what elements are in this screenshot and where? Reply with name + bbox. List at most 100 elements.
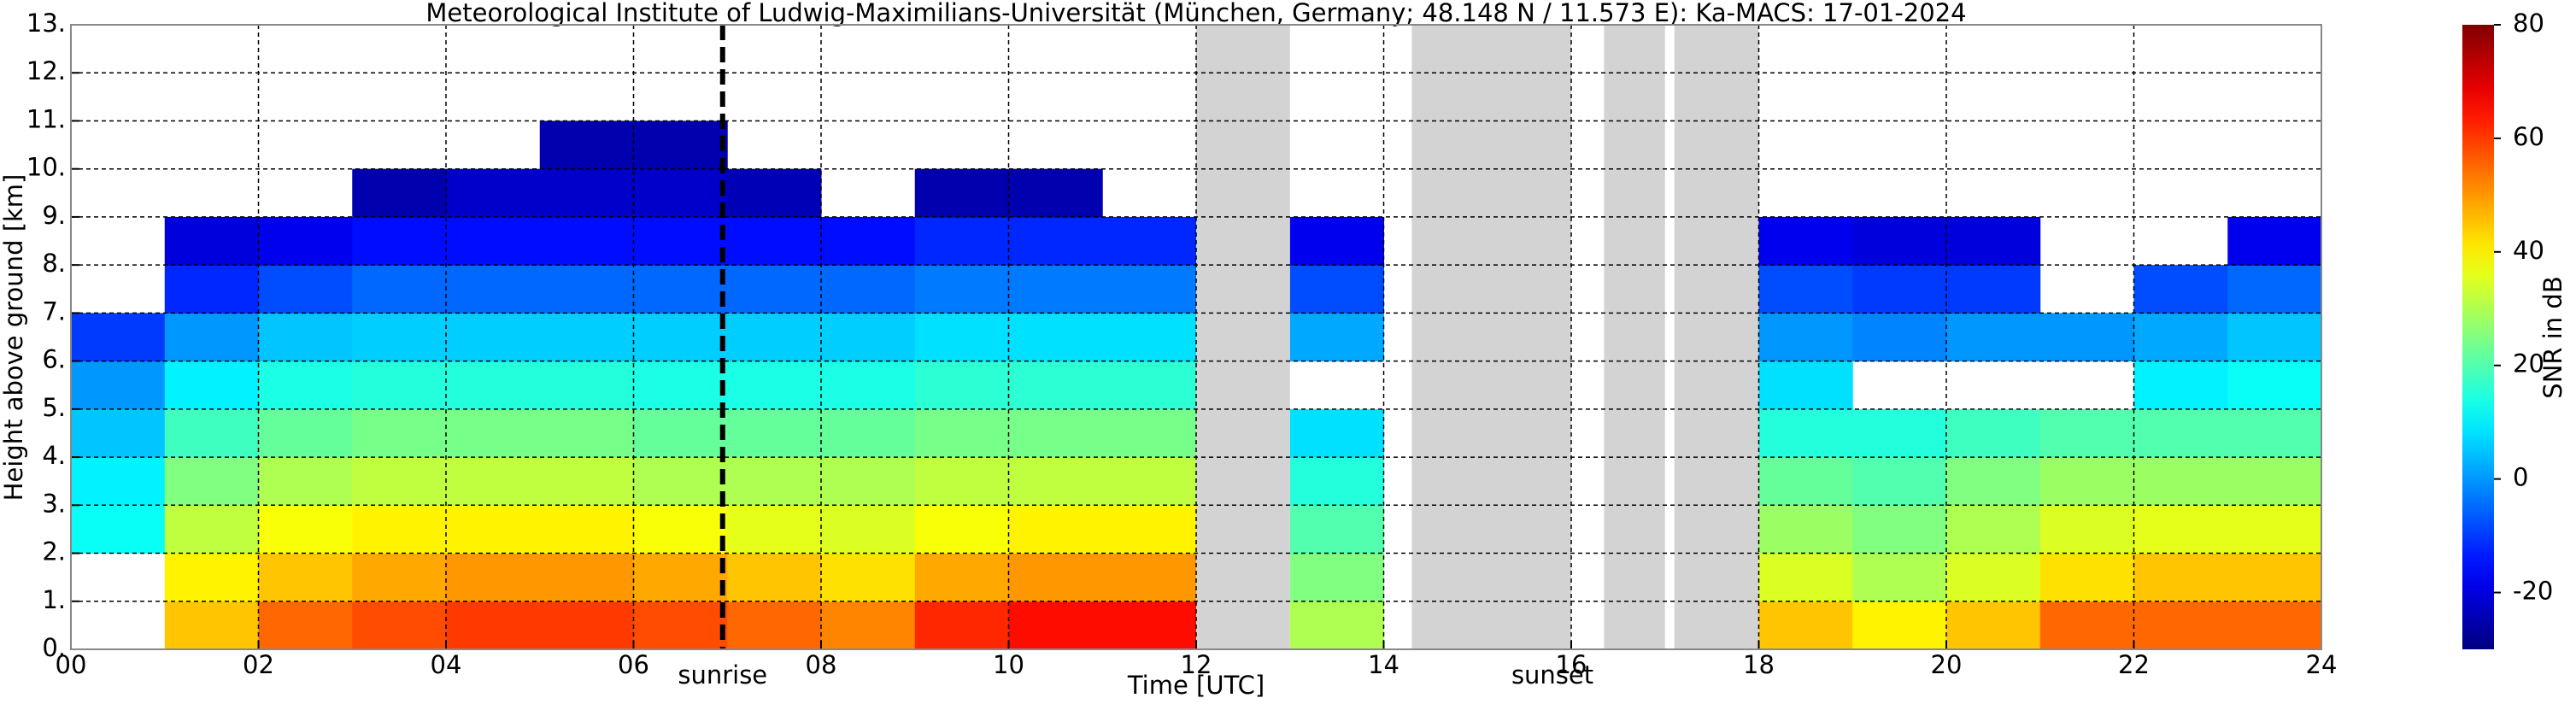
data-gap [1674, 25, 1759, 649]
snr-cell [727, 313, 822, 362]
snr-cell [1946, 601, 2041, 650]
marker-label: sunrise [678, 660, 767, 689]
snr-cell [164, 265, 259, 314]
snr-cell [446, 505, 541, 554]
snr-cell [539, 120, 634, 170]
snr-cell [1008, 505, 1103, 554]
snr-cell [821, 553, 916, 602]
snr-cell [727, 408, 822, 458]
x-tick-label: 00 [56, 650, 87, 679]
y-tick-label: 9. [42, 201, 66, 230]
snr-cell [446, 361, 541, 410]
x-tick-label: 18 [1743, 650, 1775, 679]
snr-cell [1946, 265, 2041, 314]
snr-cell [164, 601, 259, 650]
y-tick-label: 4. [42, 441, 66, 470]
snr-cell [914, 361, 1009, 410]
snr-cell [1758, 457, 1853, 506]
snr-cell [727, 216, 822, 266]
snr-cell [1946, 505, 2041, 554]
snr-cell [2227, 457, 2322, 506]
snr-cell [821, 216, 916, 266]
snr-cell [2227, 361, 2322, 410]
snr-cell [2133, 408, 2228, 458]
snr-cell [446, 553, 541, 602]
snr-cell [914, 601, 1009, 650]
snr-cell [2133, 457, 2228, 506]
snr-cell [914, 408, 1009, 458]
snr-cell [1008, 553, 1103, 602]
snr-cell [164, 457, 259, 506]
snr-cell [633, 408, 728, 458]
y-tick-label: 6. [42, 345, 66, 374]
snr-cell [1008, 265, 1103, 314]
snr-cell [1852, 265, 1947, 314]
snr-cell [2039, 553, 2134, 602]
y-tick-label: 13. [26, 9, 66, 38]
snr-cell [539, 216, 634, 266]
x-tick-label: 02 [243, 650, 274, 679]
snr-cell [352, 457, 447, 506]
snr-cell [1102, 457, 1197, 506]
x-axis-label: Time [UTC] [1127, 671, 1265, 700]
snr-cell [2227, 265, 2322, 314]
snr-cell [1289, 216, 1384, 266]
snr-cell [1852, 313, 1947, 362]
snr-cell [539, 457, 634, 506]
snr-cell [1758, 505, 1853, 554]
snr-cell [1852, 457, 1947, 506]
snr-cell [2227, 216, 2322, 266]
plot-frame [70, 24, 2322, 650]
snr-cell [1102, 265, 1197, 314]
data-gap [1604, 25, 1665, 649]
colorbar [2462, 25, 2494, 649]
snr-cell [1289, 457, 1384, 506]
snr-cell [914, 553, 1009, 602]
snr-cell [446, 216, 541, 266]
snr-cell [633, 553, 728, 602]
snr-cell [1008, 216, 1103, 266]
snr-cell [2133, 313, 2228, 362]
snr-cell [1946, 313, 2041, 362]
snr-cell [164, 216, 259, 266]
snr-cell [914, 216, 1009, 266]
snr-cell [1102, 313, 1197, 362]
snr-cell [539, 168, 634, 218]
snr-cell [633, 216, 728, 266]
snr-cell [1946, 553, 2041, 602]
snr-cell [1008, 168, 1103, 218]
snr-cell [821, 265, 916, 314]
snr-cell [258, 361, 353, 410]
snr-cell [539, 505, 634, 554]
snr-cell [1852, 505, 1947, 554]
snr-cell [1852, 408, 1947, 458]
x-tick-label: 08 [806, 650, 837, 679]
snr-cell [164, 313, 259, 362]
x-tick-label: 16 [1556, 650, 1587, 679]
snr-cell [633, 120, 728, 170]
snr-cell [2227, 313, 2322, 362]
y-axis-label: Height above ground [km] [0, 174, 28, 502]
snr-cell [821, 313, 916, 362]
snr-cell [727, 601, 822, 650]
snr-cell [2039, 601, 2134, 650]
snr-cell [258, 313, 353, 362]
snr-cell [1289, 601, 1384, 650]
snr-cell [71, 505, 166, 554]
x-tick-label: 14 [1368, 650, 1399, 679]
snr-cell [633, 505, 728, 554]
snr-cell [258, 601, 353, 650]
snr-cell [821, 408, 916, 458]
snr-cell [446, 601, 541, 650]
snr-cell [727, 168, 822, 218]
snr-cell [633, 313, 728, 362]
data-gap [1411, 25, 1571, 649]
snr-cell [539, 361, 634, 410]
snr-cell [727, 553, 822, 602]
colorbar-tick-label: 80 [2513, 9, 2544, 38]
x-tick-label: 22 [2118, 650, 2150, 679]
snr-cell [1102, 216, 1197, 266]
snr-cell [352, 216, 447, 266]
snr-cell [352, 505, 447, 554]
